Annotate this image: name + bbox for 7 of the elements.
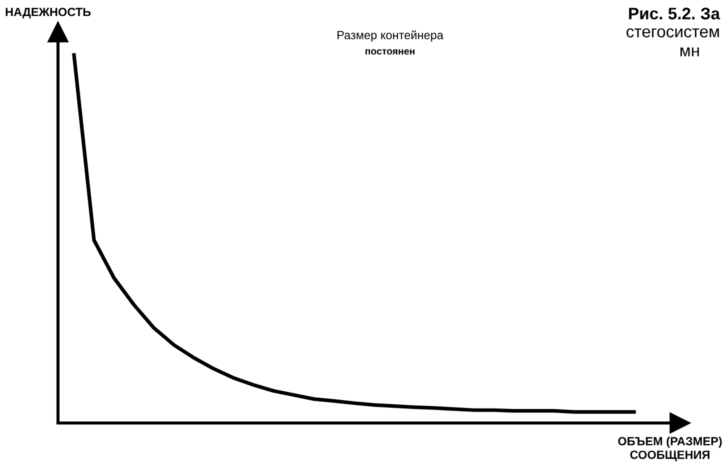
- text: Рис. 5.2. За: [629, 8, 720, 20]
- y-axis-title: НАДЕЖНОСТЬ: [6, 8, 91, 18]
- text: постоянен: [366, 49, 414, 55]
- text: стегосистем: [626, 28, 719, 38]
- text: мн: [680, 48, 699, 56]
- x-axis-title: ОБЪЕМ (РАЗМЕР) СООБЩЕНИЯ: [618, 436, 722, 462]
- text: Размер контейнера: [338, 30, 444, 42]
